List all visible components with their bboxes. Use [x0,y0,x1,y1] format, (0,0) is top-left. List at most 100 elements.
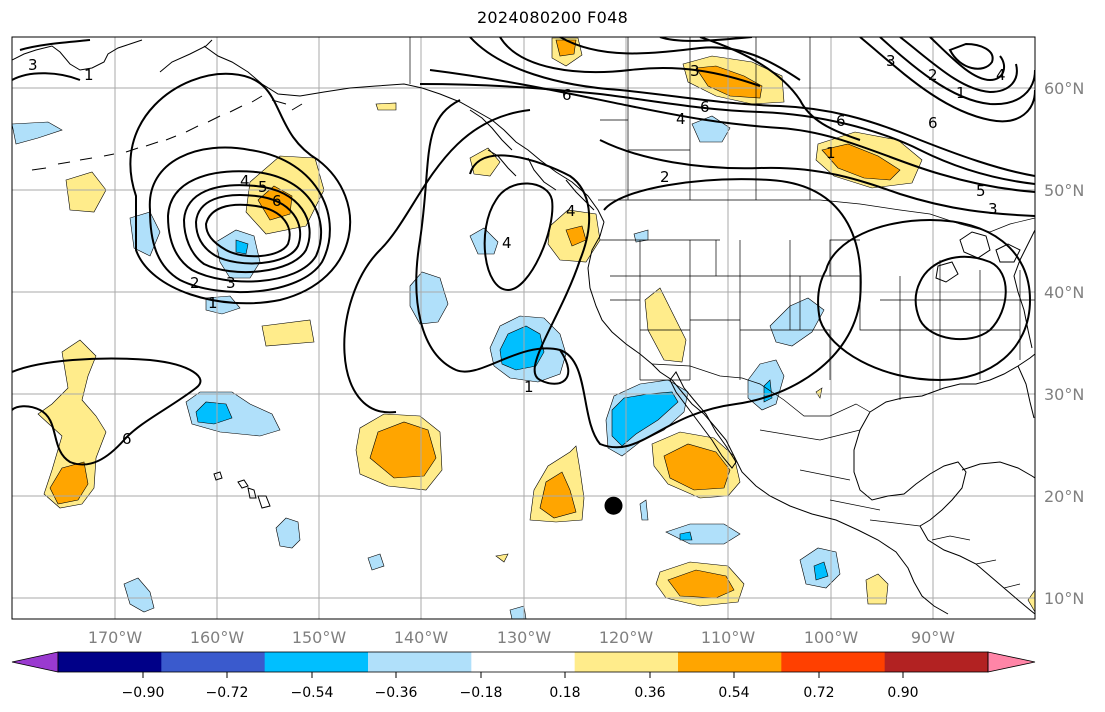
positive-anomaly-area [495,553,509,563]
contour-line [469,37,1035,177]
colorbar-tick-label: −0.18 [460,685,503,701]
contour-label: 3 [226,274,236,292]
contour-line [148,146,331,294]
contour-label: 3 [886,52,896,70]
map-frame [11,36,1036,620]
hawaii-islands [213,471,271,509]
contour-label: 1 [84,66,94,84]
contour-label: 2 [190,274,200,292]
colorbar-tick-label: −0.72 [206,685,249,701]
negative-anomaly-area [275,517,301,549]
negative-anomaly-area [769,297,825,347]
contour-line [948,42,994,70]
canada-us-border [598,199,1035,233]
mexico-state-borders [759,429,921,527]
aleutian-islands [31,95,303,171]
positive-anomaly-core [667,569,735,599]
latitude-labels: 60°N 50°N 40°N 30°N 20°N 10°N [1044,79,1084,608]
contour-label: 6 [562,86,572,104]
colorbar-extension-low [11,651,59,673]
negative-anomaly-core [813,561,829,581]
positive-anomaly-area [261,319,315,347]
negative-anomaly-area [509,605,527,619]
contour-label: 3 [690,62,700,80]
contour-line [599,139,1035,217]
contour-label: 4 [566,202,576,220]
negative-anomaly-core [611,391,679,447]
contour-label: 1 [208,294,218,312]
contour-line [166,170,322,283]
negative-anomaly-core [679,531,693,541]
contour-line [483,182,554,292]
positive-anomaly-area [469,147,501,177]
map-area: 3 1 2 4 6 5 3 1 6 4 1 6 6 4 2 6 1 6 5 3 … [12,37,1035,619]
contour-label: 2 [928,66,938,84]
contour-line [429,69,1035,193]
colorbar-tick-label: 0.90 [887,685,918,701]
lat-tick-label: 10°N [1044,589,1084,608]
graticule [12,37,1035,619]
colorbar-tick-label: −0.90 [122,685,165,701]
political-boundaries [409,37,1035,589]
colorbar-tick-label: 0.18 [549,685,580,701]
chart-title: 2024080200 F048 [476,8,629,27]
florida [1017,365,1035,419]
lon-tick-label: 120°W [599,628,654,647]
contour-line [859,37,1035,123]
colorbar-ticks [142,672,904,678]
negative-anomaly-area [639,499,649,521]
great-lakes [935,231,1021,283]
lon-tick-label: 90°W [911,628,955,647]
positive-anomaly-area [644,287,687,363]
contour-line [929,37,1006,82]
contour-label: 4 [240,172,250,190]
contour-line [899,37,1018,94]
contour-line [12,39,91,81]
contour-label: 2 [660,168,670,186]
contour-label: 3 [28,56,38,74]
positive-anomaly-core [49,461,89,505]
negative-anomaly-area [665,523,741,545]
negative-anomaly-core [195,401,233,425]
colorbar-bin [574,652,679,672]
colorbar-extension-high [987,651,1036,673]
contour-label: 6 [122,430,132,448]
colorbar-bin [471,652,576,672]
positive-anomaly-core [821,143,901,181]
contour-line [194,194,302,265]
british-columbia-islands [469,109,595,211]
colorbar-tick-label: 0.36 [634,685,665,701]
contour-line [559,37,801,81]
positive-anomaly-area [865,573,889,605]
lat-tick-label: 50°N [1044,181,1084,200]
contour-line [204,203,291,258]
lon-tick-label: 100°W [804,628,859,647]
colorbar-tick-label: −0.54 [291,685,334,701]
lon-tick-label: 110°W [701,628,756,647]
negative-anomaly-area [367,553,385,571]
contour-line [343,109,531,414]
lat-tick-label: 20°N [1044,487,1084,506]
contour-line [469,154,591,385]
positive-anomaly-area [65,171,107,213]
gulf-coastline [869,353,1035,413]
height-contours [12,37,1035,466]
positive-anomaly-core [555,39,577,57]
lon-tick-label: 170°W [88,628,143,647]
colorbar-bin [678,652,782,672]
lon-tick-label: 130°W [497,628,552,647]
contour-label: 1 [826,144,836,162]
contour-line [817,218,1032,382]
negative-anomaly-core [235,239,249,255]
colorbar-bins [58,652,989,672]
colorbar-tick-labels: −0.90 −0.72 −0.54 −0.36 −0.18 0.18 0.36 … [122,685,919,701]
colorbar-bin [58,652,162,672]
contour-label: 4 [502,234,512,252]
lat-tick-label: 30°N [1044,385,1084,404]
us-mexico-border [651,363,871,417]
negative-anomaly-area [129,211,161,257]
contour-line [659,37,753,42]
colorbar-tick-label: 0.54 [718,685,749,701]
positive-anomaly-area [375,102,397,111]
